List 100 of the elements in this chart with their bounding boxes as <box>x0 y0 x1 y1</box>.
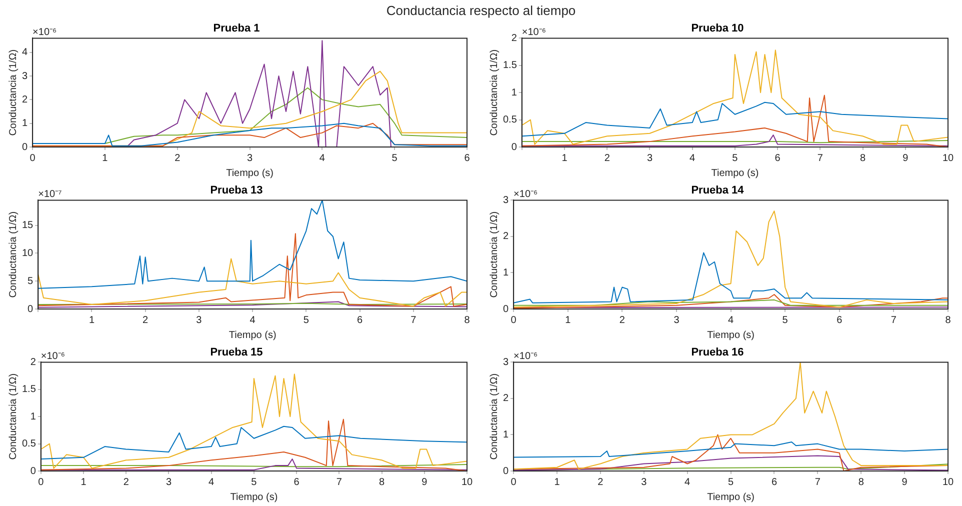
x-tick-label: 5 <box>303 314 310 326</box>
x-tick-label: 8 <box>379 476 385 488</box>
text: ×10⁻⁶ <box>32 26 57 38</box>
text: ×10⁻⁷ <box>38 188 62 200</box>
y-tick-label: 0 <box>511 142 518 153</box>
x-tick-label: 3 <box>641 476 648 488</box>
x-tick-label: 4 <box>208 476 215 488</box>
x-tick-label: 8 <box>464 314 470 326</box>
x-tick-label: 1 <box>565 314 572 326</box>
text: ×10⁻⁶ <box>522 26 546 38</box>
y-tick-label: 0 <box>30 466 36 477</box>
x-tick-label: 2 <box>174 152 181 164</box>
y-tick-label: 1 <box>30 411 36 422</box>
x-tick-label: 6 <box>294 476 300 488</box>
text: ×10⁻⁶ <box>514 188 538 200</box>
x-tick-label: 3 <box>674 314 680 326</box>
y-axis-title: Conductancia (1/Ω) <box>488 373 500 460</box>
x-tick-label: 2 <box>598 476 604 488</box>
chart-title: Prueba 16 <box>691 346 744 359</box>
chart-title: Prueba 1 <box>213 22 260 35</box>
y-tick-label: 3 <box>22 70 28 82</box>
x-tick-label: 4 <box>250 314 256 326</box>
y-tick-label: 2 <box>503 231 509 242</box>
x-tick-label: 7 <box>814 476 821 488</box>
text: ×10⁻⁶ <box>40 350 65 362</box>
x-tick-label: 7 <box>410 314 417 326</box>
x-tick-label: 8 <box>945 314 952 326</box>
x-tick-label: 3 <box>196 314 202 326</box>
y-tick-label: 3 <box>503 194 509 206</box>
chart-title: Prueba 14 <box>691 184 745 197</box>
y-tick-label: 0 <box>22 142 28 153</box>
x-tick-label: 5 <box>782 314 788 326</box>
x-tick-label: 10 <box>461 476 473 488</box>
x-tick-label: 9 <box>422 476 428 488</box>
x-tick-label: 3 <box>247 152 253 164</box>
y-tick-label: 2 <box>30 356 36 368</box>
x-tick-label: 9 <box>902 476 908 488</box>
x-tick-label: 8 <box>858 476 864 488</box>
y-tick-label: 1 <box>503 267 509 278</box>
y-tick-label: 1.5 <box>22 384 36 396</box>
x-tick-label: 7 <box>890 314 897 326</box>
x-tick-label: 6 <box>464 152 470 164</box>
x-tick-label: 4 <box>690 152 696 164</box>
y-tick-label: 0 <box>28 304 34 315</box>
y-tick-label: 0.5 <box>22 438 36 450</box>
x-tick-label: 5 <box>732 152 738 164</box>
text: Conductancia respecto al tiempo <box>386 3 576 18</box>
y-tick-label: 1.5 <box>502 60 518 72</box>
y-axis-title: Conductancia (1/Ω) <box>488 49 500 136</box>
x-tick-label: 1 <box>554 476 560 488</box>
y-tick-label: 2 <box>511 32 518 44</box>
y-tick-label: 15 <box>22 220 34 232</box>
x-axis-title: Tiempo (s) <box>230 492 278 503</box>
y-tick-label: 0 <box>503 466 509 477</box>
y-tick-label: 5 <box>28 276 34 287</box>
y-axis-title: Conductancia (1/Ω) <box>488 211 500 298</box>
y-tick-label: 4 <box>22 47 28 58</box>
y-tick-label: 0 <box>503 304 509 315</box>
x-axis-title: Tiempo (s) <box>711 168 759 179</box>
y-tick-label: 0.5 <box>502 114 518 126</box>
x-tick-label: 2 <box>123 476 130 488</box>
x-tick-label: 8 <box>860 152 866 164</box>
y-tick-label: 1 <box>22 118 28 130</box>
y-tick-label: 1 <box>503 429 509 440</box>
x-tick-label: 6 <box>774 152 781 164</box>
y-tick-label: 2 <box>22 94 28 106</box>
chart-title: Prueba 13 <box>210 184 263 197</box>
y-tick-label: 10 <box>22 248 34 259</box>
x-tick-label: 2 <box>604 152 610 164</box>
y-axis-title: Conductancia (1/Ω) <box>8 49 19 136</box>
x-tick-label: 5 <box>392 152 398 164</box>
x-axis-title: Tiempo (s) <box>226 168 274 179</box>
x-tick-label: 4 <box>684 476 691 488</box>
x-tick-label: 1 <box>88 314 95 326</box>
x-tick-label: 10 <box>942 152 954 164</box>
x-tick-label: 6 <box>357 314 363 326</box>
x-tick-label: 7 <box>336 476 342 488</box>
y-axis-title: Conductancia (1/Ω) <box>8 373 19 460</box>
y-tick-label: 1 <box>511 87 518 98</box>
y-tick-label: 2 <box>503 393 509 404</box>
x-tick-label: 10 <box>942 476 954 488</box>
x-tick-label: 6 <box>836 314 843 326</box>
x-tick-label: 9 <box>902 152 909 164</box>
y-tick-label: 3 <box>503 356 509 368</box>
x-tick-label: 1 <box>80 476 87 488</box>
x-tick-label: 7 <box>817 152 824 164</box>
x-tick-label: 4 <box>728 314 734 326</box>
x-axis-title: Tiempo (s) <box>707 330 754 341</box>
y-axis-title: Conductancia (1/Ω) <box>8 211 19 298</box>
x-tick-label: 5 <box>251 476 258 488</box>
x-axis-title: Tiempo (s) <box>228 330 276 341</box>
chart-title: Prueba 15 <box>210 346 263 359</box>
x-tick-label: 0 <box>38 476 44 488</box>
chart-title: Prueba 10 <box>691 22 744 35</box>
x-tick-label: 6 <box>771 476 778 488</box>
x-tick-label: 1 <box>102 152 108 164</box>
x-tick-label: 2 <box>142 314 149 326</box>
x-tick-label: 3 <box>166 476 172 488</box>
x-tick-label: 3 <box>646 152 653 164</box>
x-tick-label: 2 <box>619 314 626 326</box>
